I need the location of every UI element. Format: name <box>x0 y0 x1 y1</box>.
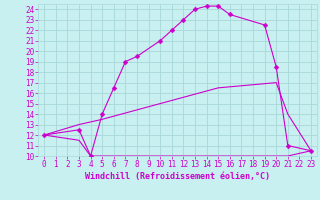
X-axis label: Windchill (Refroidissement éolien,°C): Windchill (Refroidissement éolien,°C) <box>85 172 270 181</box>
